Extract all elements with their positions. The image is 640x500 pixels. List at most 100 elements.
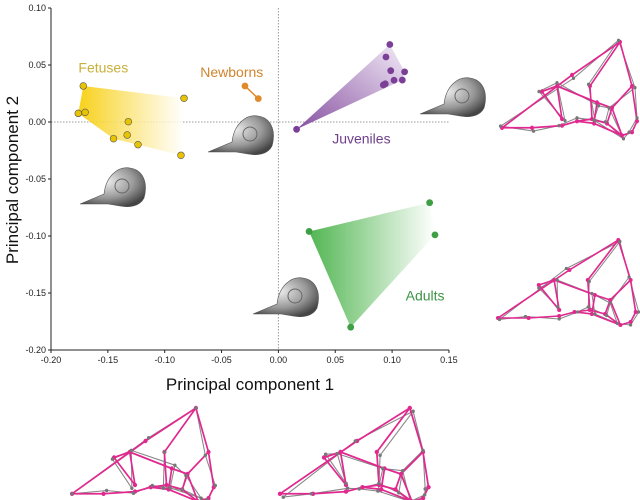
landmark-point bbox=[540, 89, 544, 94]
landmark-point-reference bbox=[213, 483, 218, 488]
landmark-point-reference bbox=[131, 491, 136, 496]
x-tick-label: -0.10 bbox=[154, 355, 175, 365]
landmark-point-reference bbox=[592, 118, 596, 122]
landmark-point-reference bbox=[323, 452, 328, 456]
landmark-point-reference bbox=[555, 278, 559, 282]
skull-icon bbox=[207, 115, 274, 156]
landmark-point bbox=[398, 471, 404, 477]
landmark-point bbox=[132, 482, 138, 488]
landmark-point-reference bbox=[357, 487, 361, 491]
landmark-point-reference bbox=[184, 473, 188, 478]
landmark-point-reference bbox=[422, 493, 427, 497]
landmark-point bbox=[526, 316, 531, 320]
landmark-point-reference bbox=[607, 106, 611, 110]
skull-icon bbox=[419, 77, 486, 118]
landmark-point-reference bbox=[627, 275, 631, 279]
skull-renderings bbox=[79, 77, 486, 318]
target-shape-edge bbox=[279, 440, 358, 495]
target-shape-edge bbox=[113, 451, 131, 459]
landmark-point-reference bbox=[537, 286, 541, 290]
landmark-point-reference bbox=[180, 487, 184, 492]
landmark-point-reference bbox=[618, 239, 622, 244]
reference-shape-edge bbox=[402, 449, 424, 472]
target-shape-edge bbox=[103, 490, 136, 495]
landmark-point bbox=[393, 487, 398, 492]
target-shape-edge bbox=[611, 107, 623, 136]
landmark-point bbox=[628, 320, 633, 324]
target-shape-edge bbox=[380, 468, 386, 490]
y-tick-label: 0.05 bbox=[28, 60, 46, 70]
target-shape-edge bbox=[400, 473, 413, 500]
landmark-point-reference bbox=[604, 313, 609, 318]
landmark-point-reference bbox=[563, 118, 567, 123]
target-shape-edge bbox=[134, 486, 151, 493]
landmark-point-reference bbox=[555, 80, 559, 85]
landmark-point bbox=[374, 449, 379, 455]
landmark-point-reference bbox=[423, 487, 427, 491]
target-shape-edge bbox=[538, 279, 555, 286]
reference-shape-edge bbox=[379, 410, 414, 456]
reference-shape-edge bbox=[111, 458, 133, 489]
newborns-point bbox=[254, 95, 262, 103]
landmark-point bbox=[595, 100, 599, 105]
reference-shape-edge bbox=[412, 494, 425, 500]
landmark-point bbox=[379, 487, 384, 492]
target-shape-edge bbox=[167, 468, 173, 490]
landmark-point-reference bbox=[557, 317, 561, 321]
landmark-point bbox=[321, 455, 327, 460]
landmark-point-reference bbox=[571, 76, 576, 81]
landmark-point bbox=[557, 308, 562, 312]
landmark-point-reference bbox=[586, 82, 591, 87]
reference-shape-edge bbox=[377, 468, 384, 492]
adults-point bbox=[305, 228, 313, 235]
landmark-point bbox=[206, 449, 211, 455]
landmark-point bbox=[592, 293, 597, 297]
target-shape-edge bbox=[400, 451, 424, 475]
target-shape-edge bbox=[384, 467, 402, 475]
skull-shape bbox=[207, 115, 274, 156]
fetuses-point bbox=[180, 94, 188, 102]
landmark-point-reference bbox=[523, 314, 528, 319]
landmark-point bbox=[630, 83, 634, 89]
target-shape-edge bbox=[629, 279, 637, 313]
y-tick-label: 0.00 bbox=[28, 117, 46, 127]
landmark-point-reference bbox=[400, 468, 405, 473]
target-shape-edge bbox=[113, 456, 136, 486]
target-shape-edge bbox=[558, 311, 575, 317]
landmark-point bbox=[560, 116, 564, 122]
target-shape-edge bbox=[340, 451, 385, 470]
target-shape-edge bbox=[150, 486, 169, 491]
wireframe-diagram bbox=[495, 238, 640, 327]
target-shape-edge bbox=[609, 279, 632, 301]
juveniles-point bbox=[387, 67, 395, 75]
target-shape-edge bbox=[380, 488, 411, 500]
target-shape-edge bbox=[186, 473, 199, 500]
skull-orbit bbox=[454, 88, 470, 104]
adults-point bbox=[431, 231, 439, 239]
landmark-point-reference bbox=[590, 291, 594, 296]
landmark-point-reference bbox=[537, 89, 541, 94]
reference-shape-edge bbox=[174, 464, 187, 477]
landmark-point-reference bbox=[353, 439, 358, 443]
landmark-point bbox=[633, 310, 638, 314]
target-shape-edge bbox=[606, 107, 613, 124]
landmark-point bbox=[338, 449, 343, 455]
reference-shape-edge bbox=[556, 82, 566, 121]
x-tick-label: -0.20 bbox=[41, 355, 62, 365]
landmark-point-reference bbox=[497, 317, 502, 322]
landmark-point-reference bbox=[377, 481, 381, 486]
landmark-point bbox=[536, 283, 541, 287]
target-shape-edge bbox=[501, 74, 573, 129]
skull-icon bbox=[252, 277, 319, 318]
x-tick-label: 0.15 bbox=[440, 355, 458, 365]
target-shape-edge bbox=[586, 279, 591, 311]
reference-shape-edge bbox=[337, 453, 384, 470]
wireframe-diagram bbox=[69, 405, 218, 500]
landmark-point-reference bbox=[173, 463, 177, 467]
y-tick-label: -0.05 bbox=[25, 174, 46, 184]
landmark-point bbox=[570, 72, 574, 78]
target-shape-edge bbox=[587, 239, 620, 281]
landmark-point-reference bbox=[637, 310, 640, 314]
landmark-point bbox=[587, 308, 592, 312]
landmark-point-reference bbox=[129, 448, 134, 453]
